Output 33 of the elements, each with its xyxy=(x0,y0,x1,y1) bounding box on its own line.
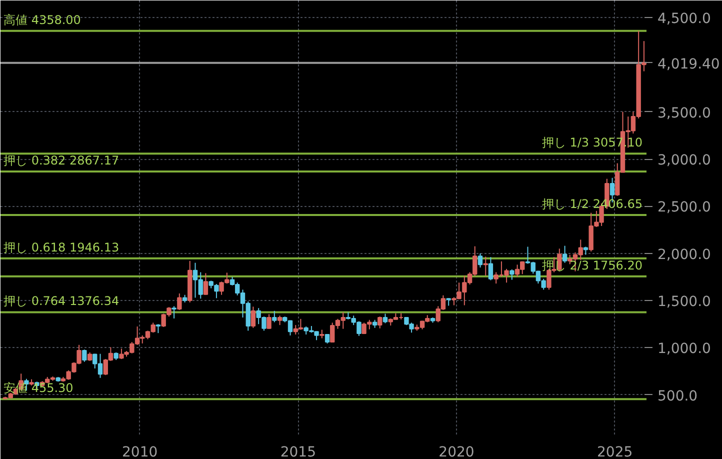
candlestick xyxy=(562,245,568,264)
ref-line-label: 高値 4358.00 xyxy=(4,12,81,27)
candlestick xyxy=(382,313,388,324)
x-tick-label: 2020 xyxy=(438,444,474,459)
candlestick xyxy=(488,256,494,281)
candlestick xyxy=(378,316,382,329)
ref-line-label: 押し 0.618 1946.13 xyxy=(4,240,120,254)
candlestick xyxy=(277,315,282,326)
y-tick-label: 3,000.0 xyxy=(658,152,711,169)
x-tick-label: 2025 xyxy=(597,444,633,459)
candlestick xyxy=(203,272,208,296)
y-tick-label: 4,500.0 xyxy=(658,10,711,27)
y-tick-label: 500.0 xyxy=(658,388,698,404)
ref-line-label: 押し 0.382 2867.17 xyxy=(4,154,120,168)
candlestick xyxy=(172,306,176,319)
y-tick-label: 2,500.0 xyxy=(658,200,711,216)
candlestick xyxy=(510,268,514,280)
y-tick-label: 2,000.0 xyxy=(658,246,711,263)
candlestick xyxy=(82,349,87,362)
candlestick xyxy=(266,314,272,330)
candlestick xyxy=(272,310,277,323)
x-tick-label: 2015 xyxy=(280,444,316,459)
x-tick-label: 2010 xyxy=(122,444,158,459)
candlestick xyxy=(483,256,488,276)
y-tick-label: 1,000.0 xyxy=(658,341,711,358)
candlestick xyxy=(324,334,330,344)
y-tick-label: 3,500.0 xyxy=(658,105,711,122)
ref-line-label: 4,019.40 xyxy=(658,56,720,72)
ref-line-label: 押し 0.764 1376.34 xyxy=(4,294,120,308)
candlestick xyxy=(250,306,256,328)
candlestick xyxy=(478,252,483,268)
y-tick-label: 1,500.0 xyxy=(658,294,711,310)
candlestick xyxy=(177,292,182,310)
